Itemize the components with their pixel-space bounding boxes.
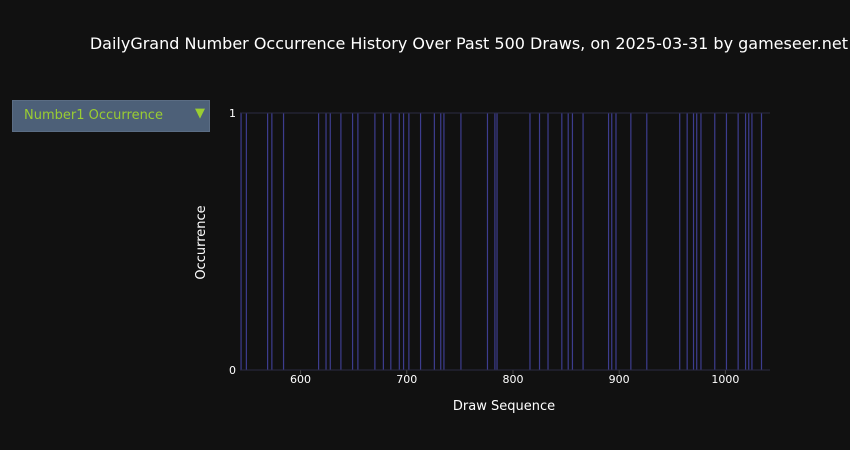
y-tick-label: 0	[229, 364, 236, 377]
x-tick-label: 800	[502, 373, 523, 386]
x-tick-label: 1000	[711, 373, 739, 386]
y-axis-label: Occurrence	[194, 205, 209, 279]
chart-title: DailyGrand Number Occurrence History Ove…	[89, 34, 848, 53]
x-tick-label: 900	[609, 373, 630, 386]
dropdown-selected-value: Number1 Occurrence	[24, 108, 163, 123]
y-tick-label: 1	[229, 107, 236, 120]
x-tick-label: 600	[290, 373, 311, 386]
x-axis-label: Draw Sequence	[453, 399, 555, 414]
number-select-dropdown[interactable]: Number1 Occurrence ▼	[12, 100, 210, 132]
chart-axes: 600 700 800 900 1000 0 1	[229, 107, 770, 386]
bar-series	[240, 113, 763, 370]
chevron-down-icon: ▼	[195, 106, 205, 121]
x-tick-label: 700	[396, 373, 417, 386]
